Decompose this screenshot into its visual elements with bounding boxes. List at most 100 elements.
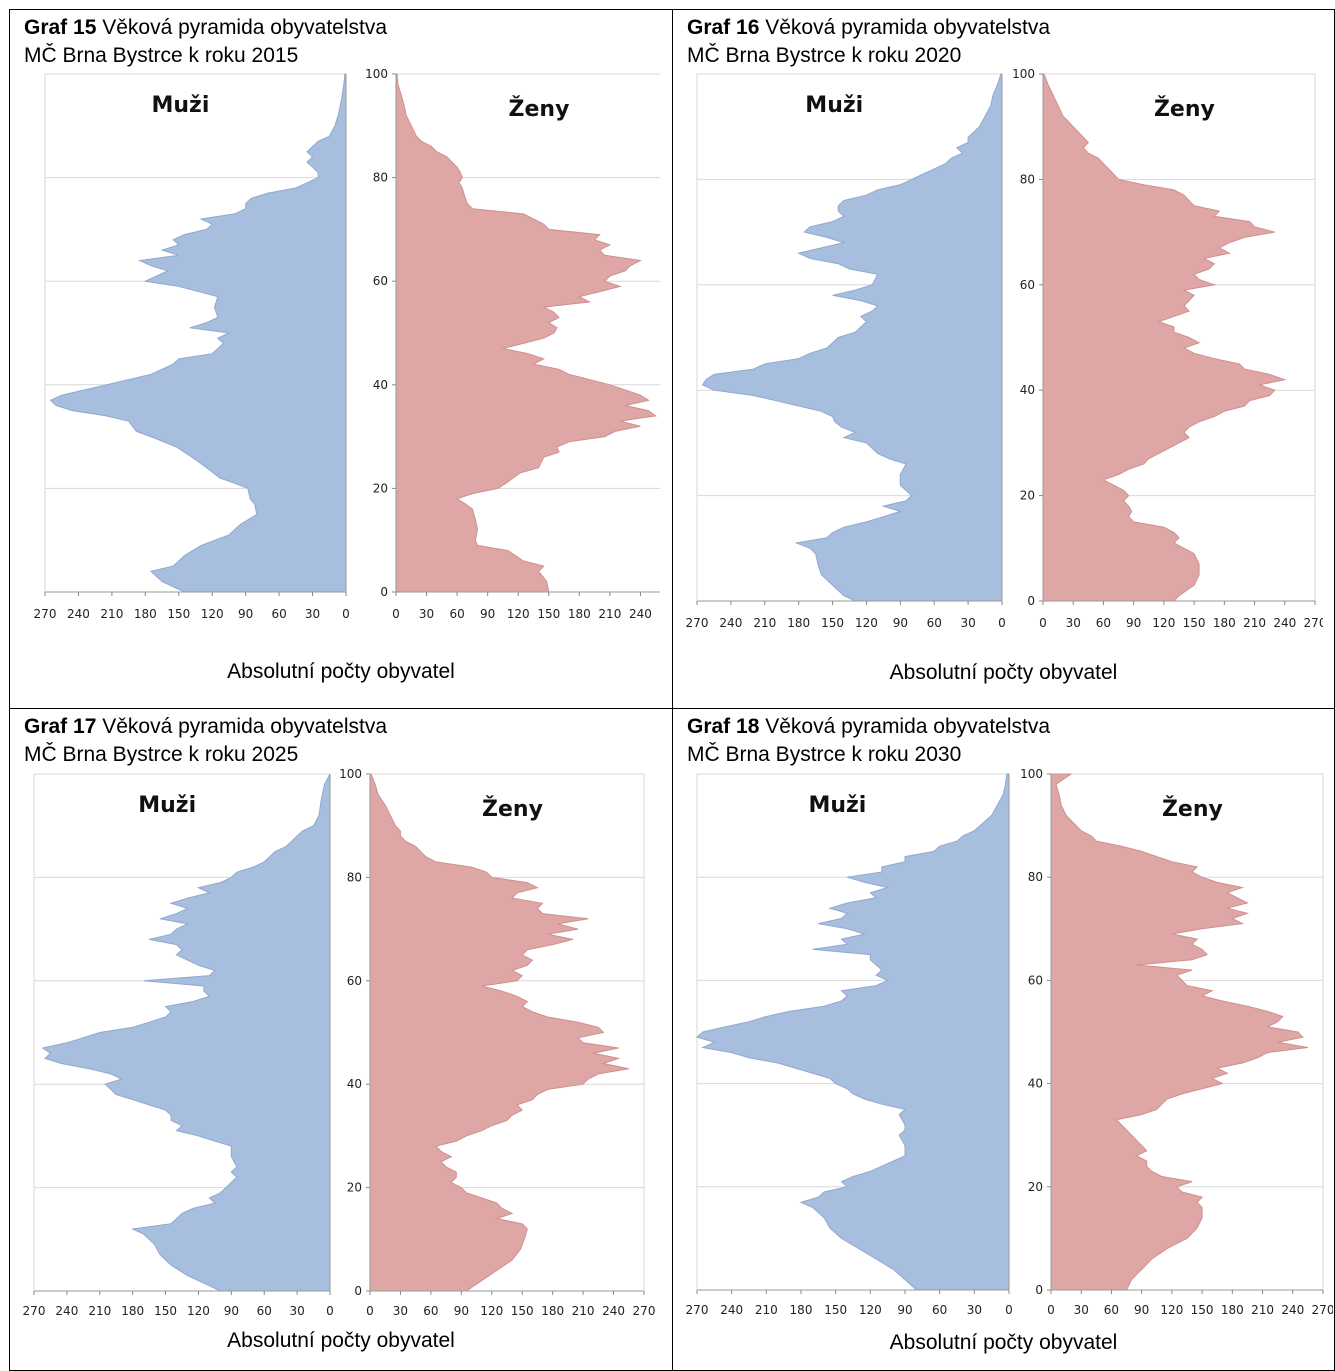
x-tick-label-male: 270 xyxy=(34,607,57,621)
x-tick-label-male: 60 xyxy=(932,1303,947,1317)
female-series-label: Ženy xyxy=(1162,796,1223,822)
y-tick-label: 20 xyxy=(1028,1180,1043,1194)
panel-graf-17: Graf 17 Věková pyramida obyvatelstva MČ … xyxy=(9,708,673,1371)
graph-title: Věková pyramida obyvatelstva xyxy=(759,16,1051,39)
y-tick-label: 100 xyxy=(1012,68,1035,81)
graph-number: Graf 16 xyxy=(687,16,760,39)
graph-title: Věková pyramida obyvatelstva xyxy=(96,16,388,39)
x-tick-label-male: 120 xyxy=(855,616,878,628)
graph-title: Věková pyramida obyvatelstva xyxy=(759,715,1051,738)
x-tick-label-male: 270 xyxy=(23,1304,46,1318)
graph-subtitle: MČ Brna Bystrce k roku 2020 xyxy=(687,44,962,67)
x-tick-label-male: 0 xyxy=(998,616,1006,628)
x-tick-label-male: 180 xyxy=(790,1303,813,1317)
x-tick-label-male: 120 xyxy=(187,1304,210,1318)
panel-caption: Graf 16 Věková pyramida obyvatelstva MČ … xyxy=(687,14,1050,70)
x-tick-label-female: 120 xyxy=(1160,1303,1183,1317)
x-axis-title: Absolutní počty obyvatel xyxy=(227,660,455,683)
x-tick-label-male: 150 xyxy=(167,607,190,621)
x-tick-label-male: 90 xyxy=(224,1304,239,1318)
y-tick-label: 100 xyxy=(365,68,388,81)
x-tick-label-female: 180 xyxy=(541,1304,564,1318)
x-tick-label-female: 120 xyxy=(507,607,530,621)
panel-caption: Graf 17 Věková pyramida obyvatelstva MČ … xyxy=(24,713,387,769)
x-axis-title: Absolutní počty obyvatel xyxy=(889,1331,1118,1354)
x-tick-label-male: 30 xyxy=(967,1303,982,1317)
x-tick-label-male: 240 xyxy=(55,1304,78,1318)
x-tick-label-female: 0 xyxy=(1039,616,1047,628)
y-tick-label: 100 xyxy=(339,767,362,781)
x-tick-label-female: 150 xyxy=(511,1304,534,1318)
x-tick-label-female: 240 xyxy=(1273,616,1296,628)
y-tick-label: 20 xyxy=(1020,489,1035,503)
x-tick-label-female: 210 xyxy=(1251,1303,1274,1317)
x-tick-label-male: 270 xyxy=(686,616,709,628)
y-tick-label: 80 xyxy=(1020,172,1035,186)
x-tick-label-male: 240 xyxy=(719,616,742,628)
female-series-label: Ženy xyxy=(482,796,543,822)
graph-subtitle: MČ Brna Bystrce k roku 2015 xyxy=(24,44,299,67)
x-tick-label-male: 120 xyxy=(859,1303,882,1317)
y-tick-label: 80 xyxy=(347,870,362,884)
panel-graf-15: Graf 15 Věková pyramida obyvatelstva MČ … xyxy=(9,9,673,709)
x-tick-label-female: 270 xyxy=(1312,1303,1333,1317)
male-series-label: Muži xyxy=(808,793,866,818)
x-tick-label-male: 150 xyxy=(824,1303,847,1317)
x-tick-label-female: 120 xyxy=(1152,616,1175,628)
x-tick-label-female: 0 xyxy=(366,1304,374,1318)
x-tick-label-male: 240 xyxy=(67,607,90,621)
male-series-area xyxy=(701,73,1003,602)
panel-caption: Graf 15 Věková pyramida obyvatelstva MČ … xyxy=(24,14,387,70)
x-tick-label-male: 30 xyxy=(289,1304,304,1318)
x-tick-label-male: 30 xyxy=(960,616,975,628)
x-tick-label-female: 210 xyxy=(572,1304,595,1318)
male-series-label: Muži xyxy=(138,793,196,818)
male-series-area xyxy=(695,773,1010,1291)
x-tick-label-female: 240 xyxy=(602,1304,625,1318)
panel-graf-16: Graf 16 Věková pyramida obyvatelstva MČ … xyxy=(672,9,1335,709)
x-tick-label-female: 0 xyxy=(392,607,400,621)
x-tick-label-female: 180 xyxy=(1213,616,1236,628)
x-tick-label-female: 30 xyxy=(1066,616,1081,628)
x-tick-label-male: 90 xyxy=(897,1303,912,1317)
x-tick-label-female: 60 xyxy=(449,607,464,621)
graph-number: Graf 18 xyxy=(687,715,760,738)
x-tick-label-female: 0 xyxy=(1047,1303,1055,1317)
y-tick-label: 40 xyxy=(1028,1077,1043,1091)
female-series-area xyxy=(369,773,629,1292)
y-tick-label: 60 xyxy=(1020,278,1035,292)
x-tick-label-male: 210 xyxy=(753,616,776,628)
x-tick-label-female: 30 xyxy=(1074,1303,1089,1317)
y-tick-label: 0 xyxy=(380,585,388,599)
y-tick-label: 0 xyxy=(1027,594,1035,608)
y-tick-label: 40 xyxy=(347,1077,362,1091)
graph-subtitle: MČ Brna Bystrce k roku 2030 xyxy=(687,743,962,766)
y-tick-label: 60 xyxy=(1028,973,1043,987)
female-series-area xyxy=(1042,73,1287,602)
x-tick-label-male: 90 xyxy=(238,607,253,621)
female-series-label: Ženy xyxy=(1154,96,1215,122)
x-tick-label-female: 90 xyxy=(1126,616,1141,628)
x-tick-label-female: 210 xyxy=(1243,616,1266,628)
graph-number: Graf 15 xyxy=(24,16,97,39)
x-tick-label-female: 60 xyxy=(423,1304,438,1318)
x-tick-label-male: 0 xyxy=(342,607,350,621)
x-tick-label-female: 180 xyxy=(1221,1303,1244,1317)
panel-caption: Graf 18 Věková pyramida obyvatelstva MČ … xyxy=(687,713,1050,769)
x-tick-label-female: 240 xyxy=(1281,1303,1304,1317)
x-tick-label-female: 30 xyxy=(393,1304,408,1318)
x-tick-label-male: 240 xyxy=(720,1303,743,1317)
y-tick-label: 20 xyxy=(373,481,388,495)
y-tick-label: 100 xyxy=(1020,767,1043,781)
y-tick-label: 60 xyxy=(373,274,388,288)
x-tick-label-female: 90 xyxy=(454,1304,469,1318)
x-tick-label-male: 30 xyxy=(305,607,320,621)
x-tick-label-male: 210 xyxy=(88,1304,111,1318)
x-tick-label-female: 60 xyxy=(1096,616,1111,628)
y-tick-label: 20 xyxy=(347,1181,362,1195)
graph-number: Graf 17 xyxy=(24,715,97,738)
y-tick-label: 40 xyxy=(1020,383,1035,397)
